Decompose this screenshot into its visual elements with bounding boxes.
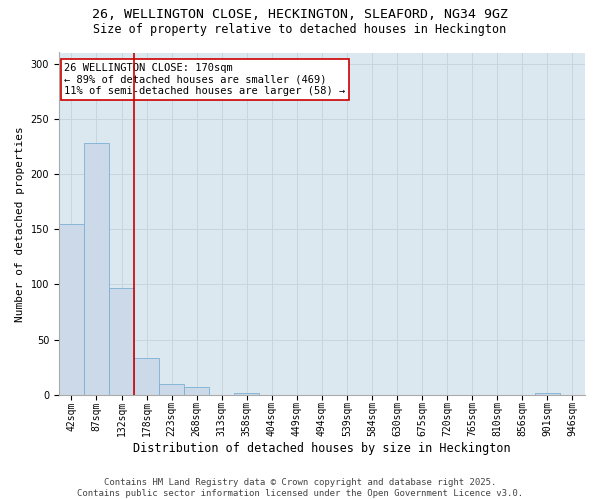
Text: 26, WELLINGTON CLOSE, HECKINGTON, SLEAFORD, NG34 9GZ: 26, WELLINGTON CLOSE, HECKINGTON, SLEAFO… [92, 8, 508, 20]
Text: Size of property relative to detached houses in Heckington: Size of property relative to detached ho… [94, 22, 506, 36]
Y-axis label: Number of detached properties: Number of detached properties [15, 126, 25, 322]
Bar [109, 288, 134, 395]
Bar [159, 384, 184, 395]
Bar [535, 392, 560, 395]
Bar [234, 392, 259, 395]
Text: Contains HM Land Registry data © Crown copyright and database right 2025.
Contai: Contains HM Land Registry data © Crown c… [77, 478, 523, 498]
Text: 26 WELLINGTON CLOSE: 170sqm
← 89% of detached houses are smaller (469)
11% of se: 26 WELLINGTON CLOSE: 170sqm ← 89% of det… [64, 63, 346, 96]
Bar [134, 358, 159, 395]
Bar [84, 143, 109, 395]
Bar [184, 387, 209, 395]
X-axis label: Distribution of detached houses by size in Heckington: Distribution of detached houses by size … [133, 442, 511, 455]
Bar [59, 224, 84, 395]
